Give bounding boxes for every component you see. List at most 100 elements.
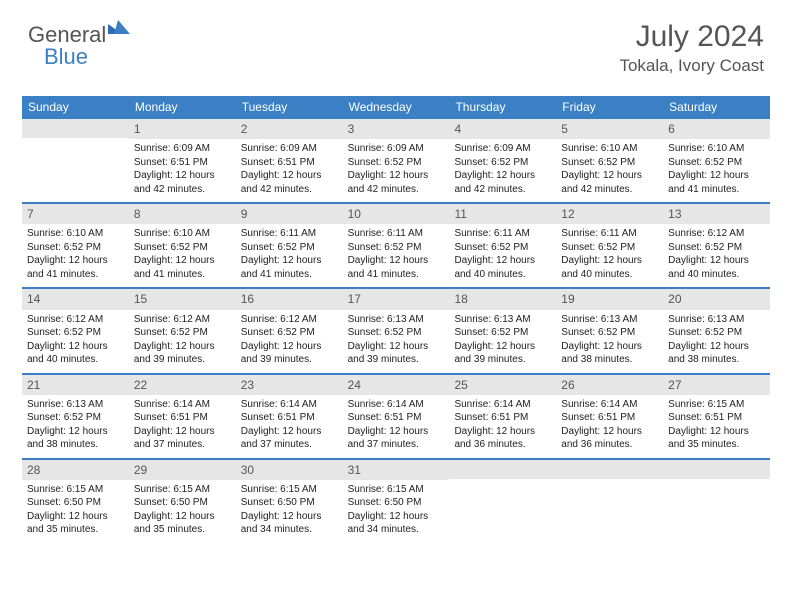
day-body: Sunrise: 6:11 AMSunset: 6:52 PMDaylight:…: [236, 224, 343, 287]
day-daylight1: Daylight: 12 hours: [348, 425, 445, 439]
day-cell: 2Sunrise: 6:09 AMSunset: 6:51 PMDaylight…: [236, 119, 343, 202]
day-body: Sunrise: 6:15 AMSunset: 6:50 PMDaylight:…: [343, 480, 450, 543]
day-cell: 15Sunrise: 6:12 AMSunset: 6:52 PMDayligh…: [129, 289, 236, 372]
day-cell: 16Sunrise: 6:12 AMSunset: 6:52 PMDayligh…: [236, 289, 343, 372]
day-daylight2: and 35 minutes.: [27, 523, 124, 537]
day-daylight1: Daylight: 12 hours: [134, 510, 231, 524]
day-body: Sunrise: 6:10 AMSunset: 6:52 PMDaylight:…: [663, 139, 770, 202]
day-sunrise: Sunrise: 6:14 AM: [348, 398, 445, 412]
day-number: 27: [663, 375, 770, 395]
day-body: Sunrise: 6:12 AMSunset: 6:52 PMDaylight:…: [22, 310, 129, 373]
day-body: Sunrise: 6:13 AMSunset: 6:52 PMDaylight:…: [343, 310, 450, 373]
day-number: 23: [236, 375, 343, 395]
day-daylight2: and 42 minutes.: [454, 183, 551, 197]
day-cell: 12Sunrise: 6:11 AMSunset: 6:52 PMDayligh…: [556, 204, 663, 287]
day-number: 16: [236, 289, 343, 309]
day-cell: 31Sunrise: 6:15 AMSunset: 6:50 PMDayligh…: [343, 460, 450, 543]
day-sunset: Sunset: 6:52 PM: [561, 241, 658, 255]
day-body: Sunrise: 6:11 AMSunset: 6:52 PMDaylight:…: [556, 224, 663, 287]
day-cell: 11Sunrise: 6:11 AMSunset: 6:52 PMDayligh…: [449, 204, 556, 287]
day-number: 25: [449, 375, 556, 395]
day-number: 18: [449, 289, 556, 309]
day-body: Sunrise: 6:09 AMSunset: 6:51 PMDaylight:…: [129, 139, 236, 202]
day-cell: 5Sunrise: 6:10 AMSunset: 6:52 PMDaylight…: [556, 119, 663, 202]
day-body: Sunrise: 6:13 AMSunset: 6:52 PMDaylight:…: [556, 310, 663, 373]
week-row: 28Sunrise: 6:15 AMSunset: 6:50 PMDayligh…: [22, 458, 770, 543]
day-cell: 29Sunrise: 6:15 AMSunset: 6:50 PMDayligh…: [129, 460, 236, 543]
day-daylight1: Daylight: 12 hours: [454, 425, 551, 439]
day-body: Sunrise: 6:13 AMSunset: 6:52 PMDaylight:…: [663, 310, 770, 373]
day-daylight1: Daylight: 12 hours: [241, 340, 338, 354]
day-sunset: Sunset: 6:52 PM: [454, 156, 551, 170]
day-sunset: Sunset: 6:51 PM: [348, 411, 445, 425]
day-sunset: Sunset: 6:50 PM: [134, 496, 231, 510]
day-number: 10: [343, 204, 450, 224]
day-daylight2: and 39 minutes.: [241, 353, 338, 367]
day-cell: 8Sunrise: 6:10 AMSunset: 6:52 PMDaylight…: [129, 204, 236, 287]
day-daylight1: Daylight: 12 hours: [241, 254, 338, 268]
day-cell: [22, 119, 129, 202]
day-sunrise: Sunrise: 6:15 AM: [27, 483, 124, 497]
day-cell: [556, 460, 663, 543]
day-number: 21: [22, 375, 129, 395]
day-sunrise: Sunrise: 6:14 AM: [561, 398, 658, 412]
day-daylight1: Daylight: 12 hours: [668, 340, 765, 354]
weekday-monday: Monday: [129, 96, 236, 119]
day-daylight1: Daylight: 12 hours: [668, 254, 765, 268]
day-sunset: Sunset: 6:52 PM: [134, 326, 231, 340]
day-daylight2: and 41 minutes.: [348, 268, 445, 282]
day-cell: 20Sunrise: 6:13 AMSunset: 6:52 PMDayligh…: [663, 289, 770, 372]
weekday-thursday: Thursday: [449, 96, 556, 119]
day-cell: 14Sunrise: 6:12 AMSunset: 6:52 PMDayligh…: [22, 289, 129, 372]
month-title: July 2024: [619, 20, 764, 54]
day-cell: 6Sunrise: 6:10 AMSunset: 6:52 PMDaylight…: [663, 119, 770, 202]
day-sunrise: Sunrise: 6:13 AM: [454, 313, 551, 327]
day-daylight2: and 34 minutes.: [348, 523, 445, 537]
day-body: Sunrise: 6:12 AMSunset: 6:52 PMDaylight:…: [236, 310, 343, 373]
day-daylight1: Daylight: 12 hours: [27, 254, 124, 268]
day-body: Sunrise: 6:09 AMSunset: 6:52 PMDaylight:…: [449, 139, 556, 202]
day-daylight1: Daylight: 12 hours: [27, 340, 124, 354]
day-sunrise: Sunrise: 6:09 AM: [454, 142, 551, 156]
header-right: July 2024 Tokala, Ivory Coast: [619, 20, 764, 76]
day-number: 5: [556, 119, 663, 139]
day-number: 7: [22, 204, 129, 224]
day-sunrise: Sunrise: 6:15 AM: [668, 398, 765, 412]
day-daylight2: and 40 minutes.: [454, 268, 551, 282]
day-daylight2: and 42 minutes.: [241, 183, 338, 197]
day-number: 19: [556, 289, 663, 309]
day-sunset: Sunset: 6:51 PM: [668, 411, 765, 425]
day-sunset: Sunset: 6:52 PM: [454, 326, 551, 340]
day-sunset: Sunset: 6:52 PM: [454, 241, 551, 255]
day-sunrise: Sunrise: 6:15 AM: [134, 483, 231, 497]
day-daylight2: and 41 minutes.: [134, 268, 231, 282]
day-sunrise: Sunrise: 6:14 AM: [454, 398, 551, 412]
day-number: 14: [22, 289, 129, 309]
day-sunset: Sunset: 6:52 PM: [668, 241, 765, 255]
day-number: 12: [556, 204, 663, 224]
day-cell: [663, 460, 770, 543]
day-sunrise: Sunrise: 6:09 AM: [348, 142, 445, 156]
day-sunset: Sunset: 6:50 PM: [27, 496, 124, 510]
day-sunset: Sunset: 6:52 PM: [348, 156, 445, 170]
day-sunrise: Sunrise: 6:13 AM: [561, 313, 658, 327]
day-cell: 30Sunrise: 6:15 AMSunset: 6:50 PMDayligh…: [236, 460, 343, 543]
day-sunrise: Sunrise: 6:09 AM: [134, 142, 231, 156]
day-number: 26: [556, 375, 663, 395]
day-daylight1: Daylight: 12 hours: [241, 425, 338, 439]
calendar-grid: SundayMondayTuesdayWednesdayThursdayFrid…: [22, 96, 770, 543]
day-daylight1: Daylight: 12 hours: [27, 510, 124, 524]
day-body: Sunrise: 6:15 AMSunset: 6:51 PMDaylight:…: [663, 395, 770, 458]
day-sunset: Sunset: 6:52 PM: [27, 411, 124, 425]
day-cell: 18Sunrise: 6:13 AMSunset: 6:52 PMDayligh…: [449, 289, 556, 372]
day-number: 20: [663, 289, 770, 309]
day-cell: [449, 460, 556, 543]
day-daylight1: Daylight: 12 hours: [27, 425, 124, 439]
empty-day-number: [449, 460, 556, 479]
day-daylight2: and 40 minutes.: [27, 353, 124, 367]
day-sunset: Sunset: 6:52 PM: [348, 241, 445, 255]
day-cell: 13Sunrise: 6:12 AMSunset: 6:52 PMDayligh…: [663, 204, 770, 287]
day-sunrise: Sunrise: 6:10 AM: [561, 142, 658, 156]
day-daylight1: Daylight: 12 hours: [134, 425, 231, 439]
day-sunrise: Sunrise: 6:13 AM: [27, 398, 124, 412]
